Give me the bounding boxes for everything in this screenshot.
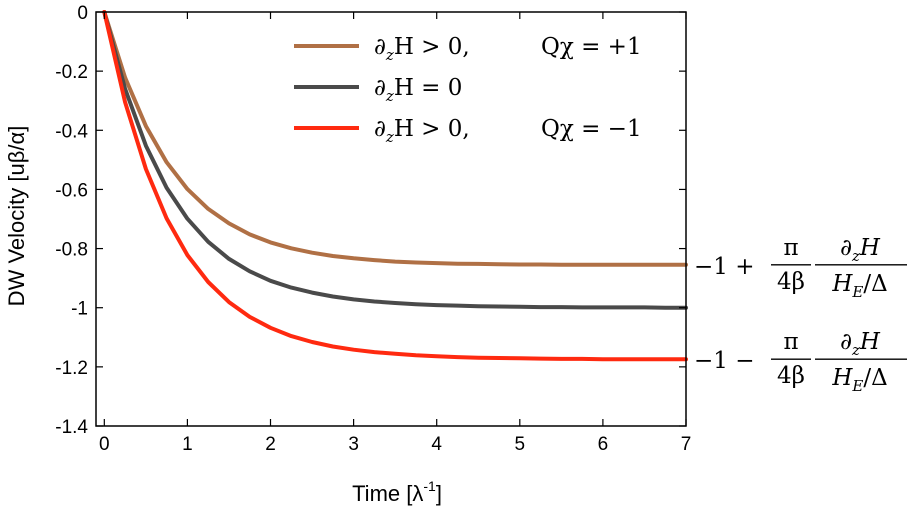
x-tick-label: 0 bbox=[99, 434, 110, 455]
x-tick-label: 6 bbox=[598, 434, 609, 455]
y-tick-label: -0.2 bbox=[55, 62, 88, 83]
annotation-lead: −1 − bbox=[694, 348, 755, 374]
annotation-lead: −1 + bbox=[694, 254, 755, 280]
series-line-1 bbox=[102, 10, 688, 267]
y-tick-label: -1.2 bbox=[55, 358, 88, 379]
y-tick-label: -0.4 bbox=[55, 121, 88, 142]
annotation-frac2-den: HE/Δ bbox=[831, 365, 887, 395]
legend-entry-1: ∂zH > 0, Qχ = +1 bbox=[374, 34, 642, 64]
series-line-3 bbox=[102, 10, 688, 362]
legend-entry-3: ∂zH > 0, Qχ = −1 bbox=[374, 116, 642, 146]
x-tick-label: 7 bbox=[681, 434, 692, 455]
annotation-1: −1 + π 4β ∂zH HE/Δ bbox=[694, 235, 907, 301]
y-axis-title: DW Velocity [uβ/α] bbox=[4, 126, 29, 307]
y-tick-label: -0.6 bbox=[55, 180, 88, 201]
y-tick-label: 0 bbox=[77, 3, 88, 24]
annotation-frac1-den: 4β bbox=[777, 363, 805, 389]
legend: ∂zH > 0, Qχ = +1 ∂zH = 0 ∂zH > 0, Qχ = −1 bbox=[294, 34, 642, 146]
annotation-frac2-num: ∂zH bbox=[840, 235, 881, 265]
annotation-2: −1 − π 4β ∂zH HE/Δ bbox=[694, 329, 907, 395]
ticks-layer bbox=[96, 11, 687, 427]
annotation-frac2-den: HE/Δ bbox=[831, 271, 887, 301]
x-tick-label: 2 bbox=[265, 434, 276, 455]
legend-entry-2: ∂zH = 0 bbox=[374, 75, 462, 105]
series-layer bbox=[102, 10, 688, 362]
annotations: −1 + π 4β ∂zH HE/Δ −1 − π 4β ∂zH HE/Δ bbox=[694, 235, 907, 395]
x-tick-label: 3 bbox=[348, 434, 359, 455]
x-tick-label: 4 bbox=[431, 434, 442, 455]
annotation-frac1-num: π bbox=[783, 235, 798, 261]
x-tick-label: 1 bbox=[182, 434, 193, 455]
x-tick-label: 5 bbox=[515, 434, 526, 455]
series-line-2 bbox=[102, 10, 688, 310]
y-tick-label: -0.8 bbox=[55, 240, 88, 261]
plot-frame bbox=[95, 11, 687, 427]
y-tick-label: -1 bbox=[71, 299, 88, 320]
annotation-frac1-num: π bbox=[783, 329, 798, 355]
annotation-frac1-den: 4β bbox=[777, 269, 805, 295]
y-tick-label: -1.4 bbox=[55, 417, 88, 438]
annotation-frac2-num: ∂zH bbox=[840, 329, 881, 359]
labels-layer: 0 1 2 3 4 5 6 7 0 -0.2 -0.4 -0.6 -0.8 -1 -1.2 -1.4 bbox=[55, 3, 691, 455]
x-axis-title: Time [λ-1] bbox=[352, 478, 442, 506]
